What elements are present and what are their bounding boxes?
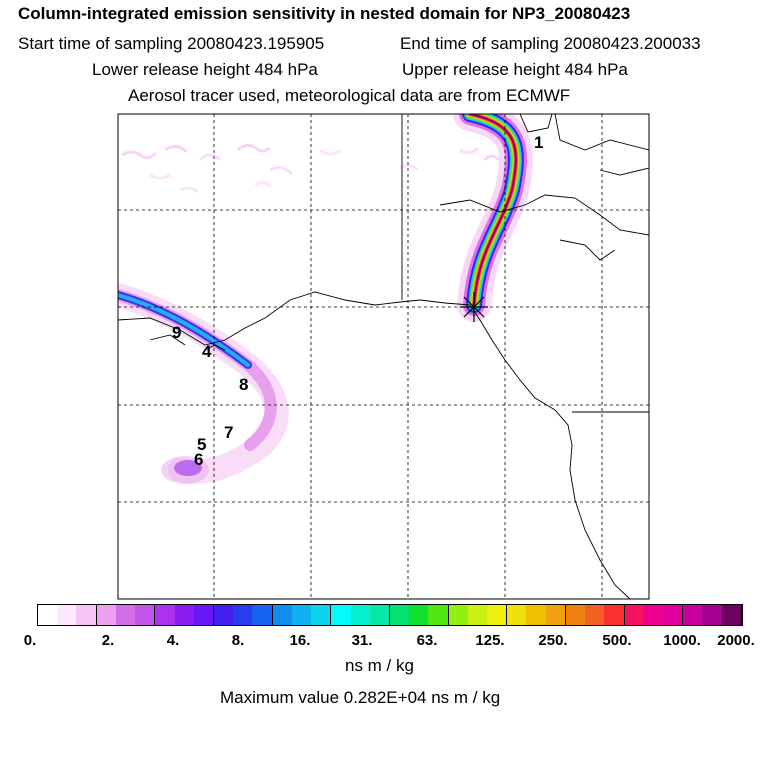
colorbar-segment: [585, 605, 605, 625]
colorbar-segment: [350, 605, 370, 625]
colorbar-segment: [565, 605, 586, 625]
sensitivity-map: 1 4 5 6 7 8 9: [117, 113, 650, 600]
start-time-label: Start time of sampling 20080423.195905: [18, 34, 325, 53]
colorbar-segment: [643, 605, 663, 625]
colorbar-segment: [467, 605, 488, 625]
colorbar-ticks: 0. 2. 4. 8. 16. 31. 63. 125. 250. 500. 1…: [0, 632, 768, 652]
sampling-times: Start time of sampling 20080423.195905 E…: [18, 34, 758, 54]
release-heights: Lower release height 484 hPa Upper relea…: [92, 60, 752, 80]
receptor-marker: [460, 292, 488, 322]
point-label-7: 7: [224, 423, 233, 442]
colorbar-tick: 16.: [289, 632, 311, 649]
end-time-label: End time of sampling 20080423.200033: [400, 34, 701, 53]
upper-release-label: Upper release height 484 hPa: [402, 60, 628, 79]
colorbar-tick: 8.: [231, 632, 245, 649]
colorbar-segment: [683, 605, 703, 625]
colorbar-segment: [76, 605, 97, 625]
colorbar: [37, 604, 743, 626]
max-value-label: Maximum value 0.282E+04 ns m / kg: [220, 688, 501, 707]
colorbar-segment: [487, 605, 508, 625]
colorbar-segment: [663, 605, 684, 625]
graticule: [118, 114, 649, 599]
colorbar-segment: [135, 605, 156, 625]
lower-release-label: Lower release height 484 hPa: [92, 60, 318, 79]
colorbar-segment: [272, 605, 292, 625]
colorbar-segment: [57, 605, 77, 625]
colorbar-segment: [507, 605, 527, 625]
colorbar-segment: [448, 605, 468, 625]
colorbar-segment: [96, 605, 116, 625]
colorbar-tick: 2000.: [717, 632, 755, 649]
colorbar-segment: [369, 605, 390, 625]
point-label-6: 6: [194, 450, 203, 469]
colorbar-segment: [604, 605, 625, 625]
colorbar-tick: 125.: [475, 632, 505, 649]
colorbar-segment: [213, 605, 234, 625]
colorbar-tick: 500.: [602, 632, 632, 649]
colorbar-segment: [624, 605, 644, 625]
colorbar-segment: [115, 605, 136, 625]
colorbar-segment: [311, 605, 332, 625]
point-label-4: 4: [202, 342, 212, 361]
colorbar-tick: 4.: [166, 632, 180, 649]
colorbar-segment: [252, 605, 273, 625]
colorbar-tick: 1000.: [663, 632, 701, 649]
colorbar-segment: [291, 605, 312, 625]
point-label-8: 8: [239, 375, 248, 394]
plume-west: [118, 283, 289, 484]
colorbar-segment: [428, 605, 449, 625]
point-label-9: 9: [172, 323, 181, 342]
colorbar-tick: 250.: [538, 632, 568, 649]
colorbar-segment: [193, 605, 214, 625]
tracer-info: Aerosol tracer used, meteorological data…: [128, 86, 571, 105]
map-title: Column-integrated emission sensitivity i…: [18, 4, 631, 23]
colorbar-segment: [409, 605, 429, 625]
colorbar-segment: [389, 605, 410, 625]
colorbar-segment: [331, 605, 351, 625]
colorbar-segment: [721, 605, 742, 625]
colorbar-segment: [174, 605, 194, 625]
colorbar-segment: [545, 605, 566, 625]
point-label-1: 1: [534, 133, 543, 152]
colorbar-segment: [233, 605, 253, 625]
map-frame: [117, 113, 650, 600]
colorbar-segment: [155, 605, 175, 625]
colorbar-tick: 0.: [23, 632, 37, 649]
colorbar-unit: ns m / kg: [345, 656, 414, 675]
coastlines: [118, 114, 649, 599]
colorbar-tick: 63.: [416, 632, 438, 649]
point-label-5: 5: [197, 435, 206, 454]
colorbar-segment: [38, 605, 58, 625]
colorbar-tick: 31.: [351, 632, 373, 649]
colorbar-segment: [526, 605, 546, 625]
plume-north: [453, 114, 533, 322]
colorbar-segment: [702, 605, 722, 625]
sensitivity-speckles: [121, 143, 501, 194]
colorbar-tick: 2.: [101, 632, 115, 649]
